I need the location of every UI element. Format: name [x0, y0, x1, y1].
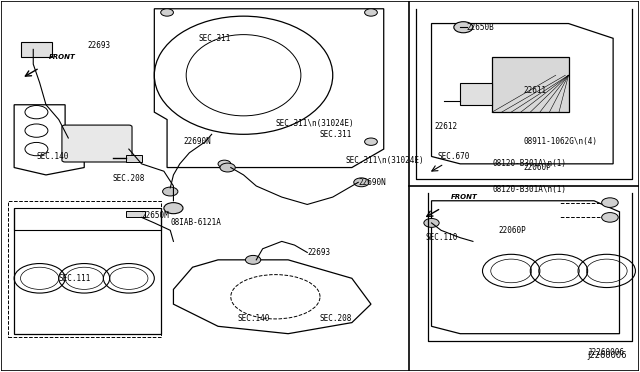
Text: 22650B: 22650B	[467, 23, 494, 32]
Circle shape	[424, 218, 439, 227]
Circle shape	[454, 22, 473, 33]
Circle shape	[365, 138, 378, 145]
Text: FRONT: FRONT	[451, 194, 477, 200]
Text: 08120-B301A\n(1): 08120-B301A\n(1)	[492, 159, 566, 169]
Text: FRONT: FRONT	[49, 54, 76, 60]
Text: 22690N: 22690N	[358, 178, 386, 187]
Text: 08IAB-6121A: 08IAB-6121A	[170, 218, 221, 227]
Circle shape	[161, 9, 173, 16]
Bar	[8, 201, 161, 337]
Circle shape	[602, 198, 618, 208]
Text: 22612: 22612	[435, 122, 458, 131]
FancyBboxPatch shape	[62, 125, 132, 162]
Text: 22690N: 22690N	[183, 137, 211, 146]
Bar	[125, 155, 141, 162]
Circle shape	[220, 163, 236, 172]
Text: 22693: 22693	[88, 41, 111, 50]
Circle shape	[246, 256, 260, 264]
Circle shape	[354, 178, 369, 187]
Bar	[14, 208, 161, 230]
Text: SEC.111: SEC.111	[59, 274, 91, 283]
Text: SEC.311\n(31024E): SEC.311\n(31024E)	[275, 119, 354, 128]
Bar	[125, 211, 145, 217]
Bar	[492, 57, 568, 112]
Text: J2260006: J2260006	[588, 350, 627, 359]
Circle shape	[602, 212, 618, 222]
Bar	[460, 83, 492, 105]
Text: SEC.311: SEC.311	[199, 34, 231, 43]
Text: 22060P: 22060P	[499, 226, 526, 235]
Text: 08911-1062G\n(4): 08911-1062G\n(4)	[524, 137, 598, 146]
Text: 22650M: 22650M	[141, 211, 170, 220]
Text: SEC.140: SEC.140	[237, 314, 269, 323]
Text: SEC.311\n(31024E): SEC.311\n(31024E)	[346, 155, 424, 165]
Circle shape	[163, 187, 178, 196]
Text: SEC.670: SEC.670	[438, 152, 470, 161]
Text: SEC.140: SEC.140	[36, 152, 69, 161]
Text: 22693: 22693	[307, 248, 330, 257]
Circle shape	[365, 9, 378, 16]
Text: SEC.208: SEC.208	[113, 174, 145, 183]
Text: SEC.110: SEC.110	[425, 233, 458, 242]
Text: 08120-B301A\n(1): 08120-B301A\n(1)	[492, 185, 566, 194]
Text: SEC.208: SEC.208	[320, 314, 353, 323]
Text: 22611: 22611	[524, 86, 547, 94]
Text: J2260006: J2260006	[588, 348, 625, 357]
Circle shape	[164, 203, 183, 214]
Text: SEC.311: SEC.311	[320, 130, 353, 139]
Text: 22060P: 22060P	[524, 163, 552, 172]
Bar	[20, 42, 52, 57]
Circle shape	[218, 160, 231, 167]
